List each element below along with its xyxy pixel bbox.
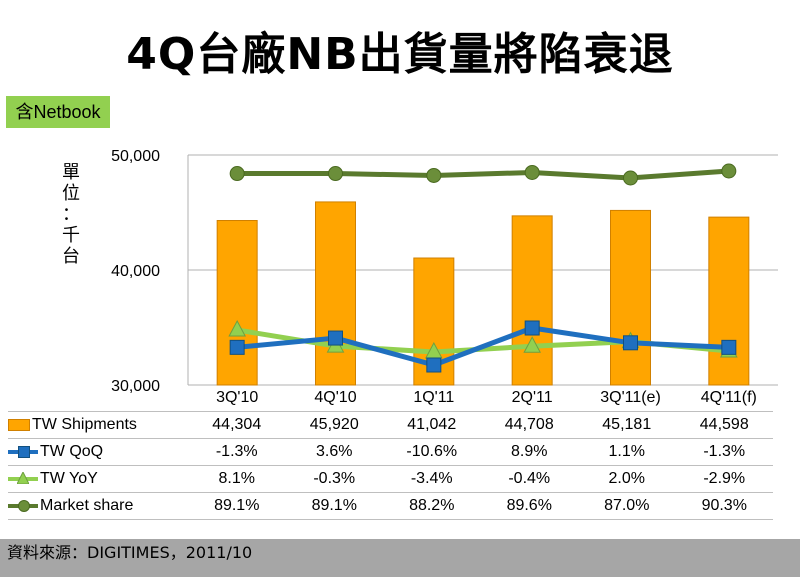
table-row: Market share 89.1% 89.1% 88.2% 89.6% 87.… [8,493,773,520]
circle-marker-icon [8,499,38,512]
table-cell: 45,181 [602,416,652,433]
market-share-point [721,163,737,179]
unit-char: 單 [62,162,80,183]
market-share-point [426,167,442,183]
table-row: TW YoY 8.1% -0.3% -3.4% -0.4% 2.0% -2.9% [8,466,773,493]
series-name: TW Shipments [32,416,137,433]
qoq-point [524,320,540,336]
table-cell: 44,708 [504,416,554,433]
data-table: TW Shipments 44,304 45,920 41,042 44,708… [8,411,773,520]
bar [511,215,553,386]
legend-market-share: Market share [8,493,188,520]
series-name: TW YoY [40,470,98,487]
legend-shipments: TW Shipments [8,412,188,439]
table-cell: -2.9% [703,470,746,487]
yoy-point [228,319,247,337]
x-tick-label: 4Q'11(f) [701,389,757,406]
square-marker-icon [8,445,38,458]
bar [216,220,258,386]
table-cell: 8.9% [511,443,548,460]
table-cell: 45,920 [309,416,359,433]
table-cell: 44,598 [699,416,749,433]
x-tick-label: 1Q'11 [413,389,454,406]
qoq-point [328,330,343,346]
bar-key-icon [8,418,30,431]
y-tick-label: 30,000 [111,378,160,395]
bar [315,201,356,386]
table-cell: -0.4% [508,470,551,487]
unit-char: 位 [62,183,80,204]
y-axis-ticks: 30,000 40,000 50,000 [111,148,160,395]
qoq-point [623,335,638,351]
unit-label: 單 位 ： 千 台 [60,162,82,267]
table-cell: -0.3% [313,470,356,487]
y-tick-label: 40,000 [111,263,160,280]
unit-char: ： [62,204,80,225]
series-name: TW QoQ [40,443,104,460]
table-cell: -1.3% [703,443,746,460]
x-tick-label: 2Q'11 [512,389,553,406]
table-cell: 89.6% [506,497,552,514]
gridlines [187,154,778,386]
line-series [228,163,738,373]
legend-yoy: TW YoY [8,466,188,493]
unit-char: 千 [62,225,80,246]
table-cell: 41,042 [407,416,457,433]
table-cell: 89.1% [311,497,357,514]
triangle-marker-icon [8,471,38,484]
table-cell: -3.4% [410,470,453,487]
table-cell: -1.3% [215,443,258,460]
table-cell: 3.6% [316,443,353,460]
source-footer: 資料來源：DIGITIMES，2011/10 [0,539,800,577]
table-cell: 8.1% [218,470,255,487]
netbook-tag: 含Netbook [6,96,110,128]
table-cell: 88.2% [409,497,455,514]
qoq-point [426,357,442,373]
market-share-point [229,166,245,182]
table-cell: 90.3% [701,497,747,514]
table-cell: 87.0% [604,497,650,514]
qoq-point [229,339,245,355]
table-cell: 44,304 [212,416,262,433]
x-tick-label: 4Q'10 [314,389,356,406]
qoq-point [721,339,737,355]
yoy-point [523,336,542,353]
table-cell: -10.6% [406,443,458,460]
bar [708,216,750,386]
table-cell: 89.1% [214,497,260,514]
table-cell: 1.1% [608,443,645,460]
bar-series [216,201,750,386]
table-row: TW QoQ -1.3% 3.6% -10.6% 8.9% 1.1% -1.3% [8,439,773,466]
table-cell: 2.0% [608,470,645,487]
legend-qoq: TW QoQ [8,439,188,466]
market-share-point [623,170,638,186]
page-title: 4Q台廠NB出貨量將陷衰退 [126,29,674,80]
x-tick-label: 3Q'10 [216,389,258,406]
series-name: Market share [40,497,134,514]
market-share-line [237,168,730,181]
x-axis-ticks: 3Q'10 4Q'10 1Q'11 2Q'11 3Q'11(e) 4Q'11(f) [216,389,757,406]
table-row: TW Shipments 44,304 45,920 41,042 44,708… [8,411,773,439]
y-tick-label: 50,000 [111,148,160,165]
market-share-point [524,164,540,180]
qoq-line [236,325,729,368]
market-share-point [328,166,343,182]
bar [610,209,651,386]
x-tick-label: 3Q'11(e) [600,389,661,406]
unit-char: 台 [62,246,80,267]
